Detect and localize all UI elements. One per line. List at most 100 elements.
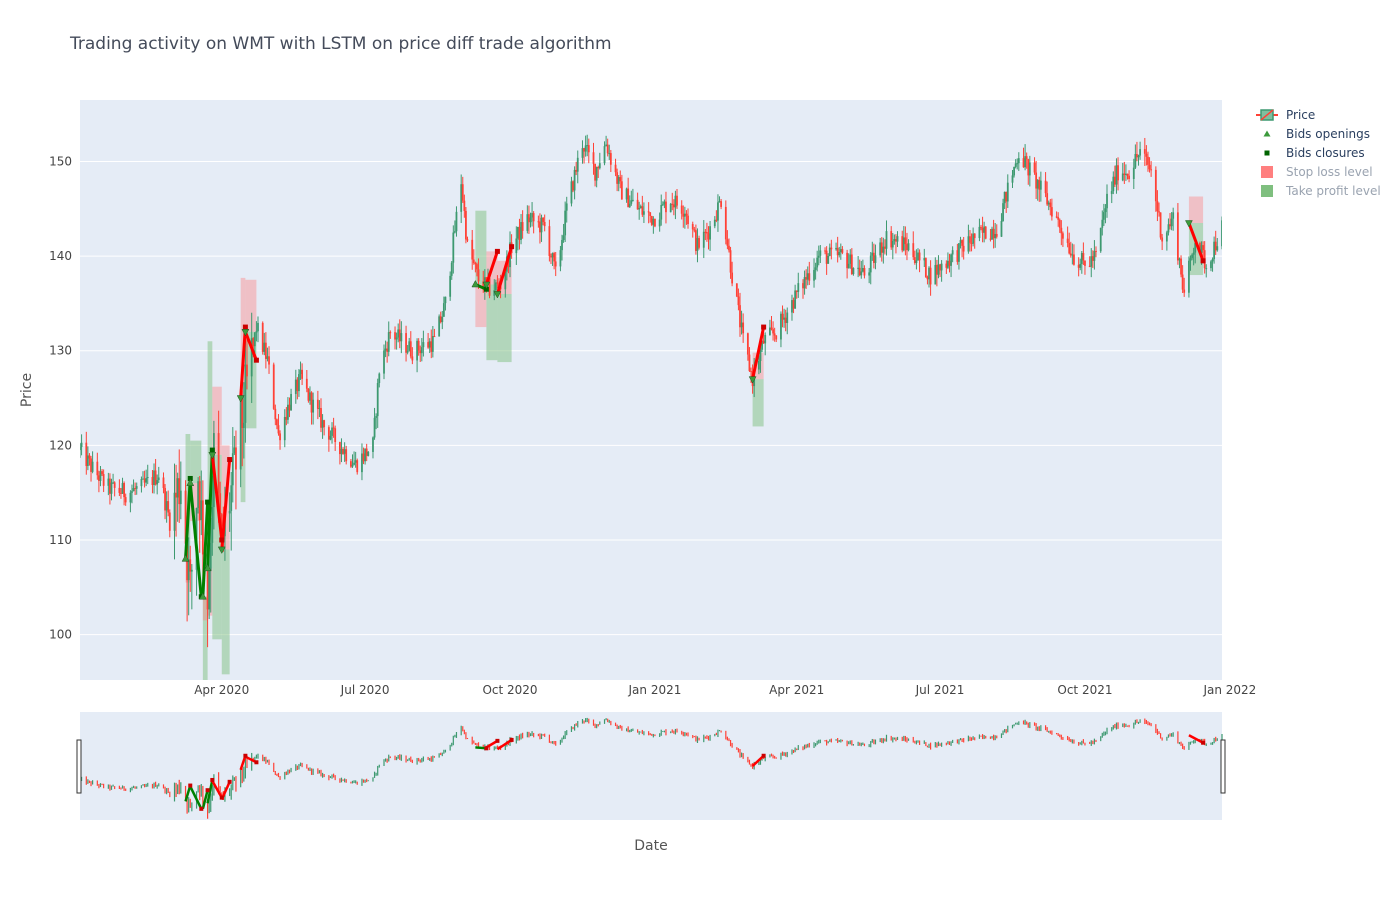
candle-body[interactable] xyxy=(609,153,612,165)
candle-body[interactable] xyxy=(638,208,641,210)
candle-body[interactable] xyxy=(113,482,116,488)
candle-body[interactable] xyxy=(353,462,355,465)
candle-body[interactable] xyxy=(983,226,986,233)
candle-body[interactable] xyxy=(1115,165,1118,185)
candle-body[interactable] xyxy=(1113,176,1116,185)
candle-body[interactable] xyxy=(992,228,995,239)
candle-body[interactable] xyxy=(211,507,214,543)
candle-body[interactable] xyxy=(786,312,789,323)
candle-body[interactable] xyxy=(849,254,852,264)
candle-body[interactable] xyxy=(1071,254,1074,256)
candle-body[interactable] xyxy=(625,188,628,200)
candle-body[interactable] xyxy=(1191,254,1193,259)
candle-body[interactable] xyxy=(86,455,89,466)
candle-body[interactable] xyxy=(576,157,579,172)
candle-body[interactable] xyxy=(762,340,765,344)
candle-body[interactable] xyxy=(466,239,469,241)
bid-opening-marker[interactable] xyxy=(493,291,502,299)
candle-body[interactable] xyxy=(417,340,420,351)
candle-body[interactable] xyxy=(559,250,562,267)
candle-body[interactable] xyxy=(99,471,102,481)
candle-body[interactable] xyxy=(118,487,121,493)
candle-body[interactable] xyxy=(345,449,348,462)
candle-body[interactable] xyxy=(132,488,135,492)
candle-body[interactable] xyxy=(746,333,749,355)
candle-body[interactable] xyxy=(460,184,463,212)
candle-body[interactable] xyxy=(1090,256,1093,267)
candle-body[interactable] xyxy=(605,144,608,147)
candle-body[interactable] xyxy=(1154,169,1157,202)
candle-body[interactable] xyxy=(693,229,696,231)
candle-body[interactable] xyxy=(208,571,211,610)
candle-body[interactable] xyxy=(594,163,596,181)
candle-body[interactable] xyxy=(707,233,710,240)
candle-body[interactable] xyxy=(970,242,973,244)
candle-body[interactable] xyxy=(453,231,456,233)
candle-body[interactable] xyxy=(398,329,401,342)
candle-body[interactable] xyxy=(542,217,545,222)
candle-body[interactable] xyxy=(868,272,871,276)
candle-body[interactable] xyxy=(819,250,822,256)
candle-body[interactable] xyxy=(814,267,817,270)
candle-body[interactable] xyxy=(565,203,568,211)
candle-body[interactable] xyxy=(342,448,344,454)
candle-body[interactable] xyxy=(129,492,132,503)
candle-body[interactable] xyxy=(474,262,477,265)
candle-body[interactable] xyxy=(1084,260,1086,266)
candle-body[interactable] xyxy=(720,201,722,207)
candle-body[interactable] xyxy=(890,231,893,248)
candle-body[interactable] xyxy=(926,277,929,280)
candle-body[interactable] xyxy=(879,242,882,256)
candle-body[interactable] xyxy=(373,417,376,438)
candle-body[interactable] xyxy=(658,219,661,227)
candle-body[interactable] xyxy=(356,460,359,473)
candle-body[interactable] xyxy=(1121,173,1124,181)
candle-body[interactable] xyxy=(704,231,707,233)
candle-body[interactable] xyxy=(981,227,984,233)
candle-body[interactable] xyxy=(1049,202,1052,208)
bid-closure-marker[interactable] xyxy=(205,499,211,505)
candle-body[interactable] xyxy=(1172,212,1175,219)
candle-body[interactable] xyxy=(96,461,99,476)
candle-body[interactable] xyxy=(79,447,81,451)
candle-body[interactable] xyxy=(794,290,797,309)
candle-body[interactable] xyxy=(852,268,855,275)
candle-body[interactable] xyxy=(90,458,92,472)
candle-body[interactable] xyxy=(972,233,975,244)
candle-body[interactable] xyxy=(350,461,352,467)
candle-body[interactable] xyxy=(1044,180,1047,194)
candle-body[interactable] xyxy=(548,226,551,257)
candle-body[interactable] xyxy=(904,237,907,245)
candle-body[interactable] xyxy=(1211,259,1214,262)
candle-body[interactable] xyxy=(310,392,313,413)
candle-body[interactable] xyxy=(1033,162,1036,173)
candle-body[interactable] xyxy=(275,419,278,426)
candle-body[interactable] xyxy=(134,488,137,490)
candle-body[interactable] xyxy=(595,167,598,181)
candle-body[interactable] xyxy=(1046,193,1049,205)
candle-body[interactable] xyxy=(376,383,379,417)
candle-body[interactable] xyxy=(896,236,899,242)
candle-body[interactable] xyxy=(395,337,398,340)
candle-body[interactable] xyxy=(885,231,888,249)
candle-body[interactable] xyxy=(250,338,253,377)
candle-body[interactable] xyxy=(329,435,332,440)
candle-body[interactable] xyxy=(1093,250,1096,261)
candle-body[interactable] xyxy=(1038,180,1041,190)
candle-body[interactable] xyxy=(1213,241,1216,260)
candle-body[interactable] xyxy=(365,448,368,456)
candle-body[interactable] xyxy=(320,408,322,428)
candle-body[interactable] xyxy=(620,181,623,200)
candle-body[interactable] xyxy=(142,478,144,480)
candle-body[interactable] xyxy=(131,491,133,493)
candle-body[interactable] xyxy=(189,559,192,572)
candle-body[interactable] xyxy=(564,210,567,236)
candle-body[interactable] xyxy=(694,230,697,251)
bid-closure-marker[interactable] xyxy=(227,457,233,463)
candle-body[interactable] xyxy=(934,264,937,285)
candle-body[interactable] xyxy=(197,481,200,508)
candle-body[interactable] xyxy=(709,226,711,240)
candle-body[interactable] xyxy=(532,213,535,222)
candle-body[interactable] xyxy=(1091,256,1094,261)
candle-body[interactable] xyxy=(135,486,138,489)
